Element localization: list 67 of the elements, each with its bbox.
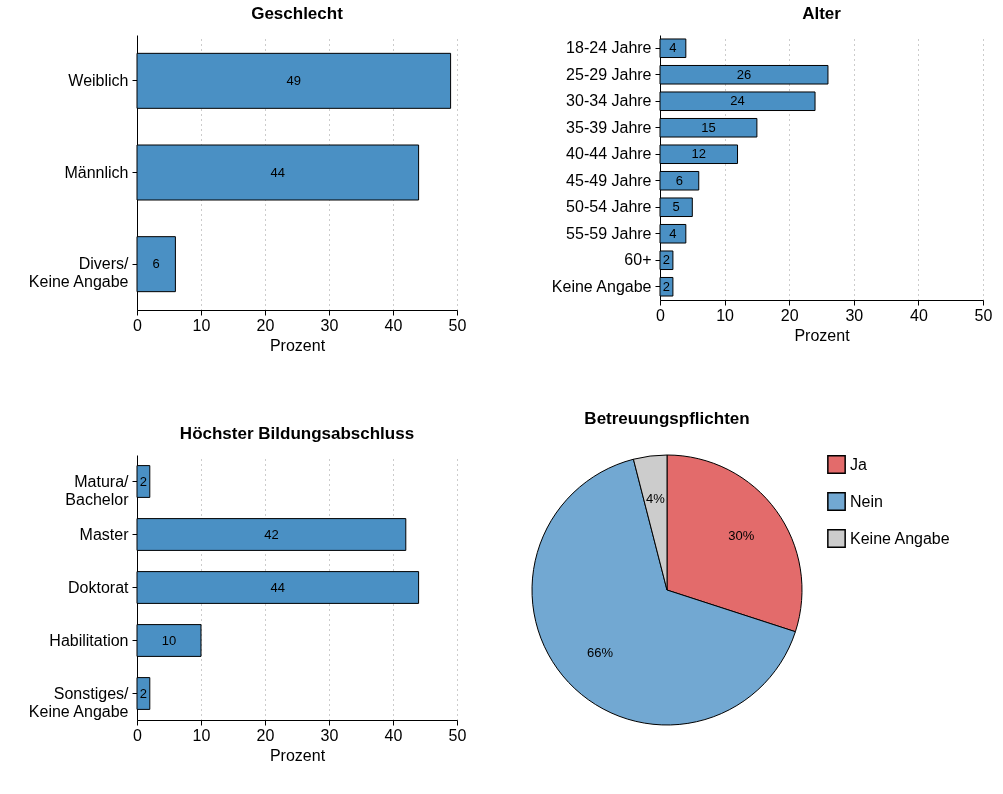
y-tick-label: Habilitation (49, 631, 129, 649)
y-tick-label: 45-49 Jahre (566, 171, 652, 189)
y-tick-label: Master (79, 525, 130, 543)
x-tick-label: 20 (256, 726, 275, 744)
x-tick-label: 40 (384, 726, 403, 744)
x-tick-label: 10 (192, 316, 211, 334)
x-tick-label: 20 (780, 306, 799, 324)
y-tick-label: 18-24 Jahre (566, 39, 652, 57)
data-label: 2 (139, 685, 148, 701)
data-label: 6 (675, 172, 683, 188)
data-label: 24 (730, 93, 745, 109)
x-tick-label: 30 (845, 306, 864, 324)
legend-label: Nein (850, 492, 883, 510)
y-tick-label: Weiblich (68, 71, 129, 89)
y-tick-label: Doktorat (68, 578, 130, 596)
chart-title: Betreuungspflichten (584, 409, 750, 428)
x-axis-title: Prozent (794, 326, 851, 344)
x-axis-title: Prozent (269, 746, 326, 764)
data-label: 30% (728, 528, 755, 544)
y-tick-label: Matura/ Bachelor (65, 472, 130, 508)
x-axis-title: Prozent (269, 336, 326, 354)
y-tick-label: Divers/ Keine Angabe (28, 255, 130, 291)
y-tick-label: 30-34 Jahre (566, 92, 652, 110)
data-label: 15 (701, 119, 716, 135)
y-tick-label: Sonstiges/ Keine Angabe (28, 684, 130, 720)
y-tick-label: 25-29 Jahre (566, 65, 652, 83)
x-tick-label: 0 (133, 726, 143, 744)
data-label: 5 (672, 199, 680, 215)
data-label: 26 (736, 66, 752, 82)
chart-title: Geschlecht (251, 4, 344, 23)
x-tick-label: 50 (448, 726, 467, 744)
x-tick-label: 40 (384, 316, 403, 334)
y-tick-label: 50-54 Jahre (566, 198, 652, 216)
y-tick-label: 35-39 Jahre (566, 118, 652, 136)
chart-title: Höchster Bildungsabschluss (179, 424, 415, 443)
x-tick-label: 50 (448, 316, 467, 334)
x-tick-label: 20 (256, 316, 275, 334)
data-label: 2 (139, 473, 148, 489)
data-label: 2 (662, 278, 671, 294)
data-label: 4 (669, 40, 677, 56)
data-label: 2 (662, 252, 671, 268)
data-label: 4 (669, 225, 677, 241)
data-label: 44 (270, 164, 286, 180)
data-label: 10 (161, 632, 177, 648)
x-tick-label: 40 (910, 306, 928, 324)
data-label: 42 (264, 526, 279, 542)
data-label: 12 (691, 146, 706, 162)
legend-label: Ja (850, 455, 867, 473)
y-tick-label: Männlich (64, 163, 129, 181)
x-tick-label: 10 (192, 726, 211, 744)
data-label: 4% (646, 490, 666, 506)
legend-label: Keine Angabe (850, 529, 950, 547)
data-label: 66% (587, 644, 614, 660)
chart-title: Alter (802, 4, 842, 23)
data-label: 44 (270, 579, 286, 595)
y-tick-label: Keine Angabe (551, 277, 652, 295)
y-tick-label: 55-59 Jahre (566, 224, 652, 242)
x-tick-label: 30 (320, 726, 339, 744)
x-tick-label: 0 (133, 316, 143, 334)
y-tick-label: 60+ (624, 251, 652, 269)
data-label: 6 (152, 256, 160, 272)
data-label: 49 (286, 72, 302, 88)
y-tick-label: 40-44 Jahre (566, 145, 652, 163)
x-tick-label: 0 (656, 306, 666, 324)
x-tick-label: 30 (320, 316, 339, 334)
x-tick-label: 50 (974, 306, 993, 324)
x-tick-label: 10 (716, 306, 735, 324)
